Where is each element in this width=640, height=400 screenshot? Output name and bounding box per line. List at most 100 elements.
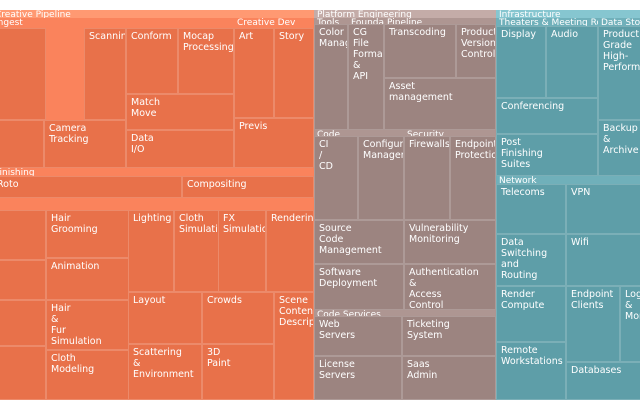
tile-license-servers[interactable]: License Servers — [314, 356, 402, 400]
tile-cloth-modeling[interactable]: Cloth Modeling — [46, 350, 130, 400]
tile-label: Data Switching and Routing — [501, 237, 548, 281]
tile-product-grade-high-performance[interactable]: Product Grade High-Performance — [598, 26, 640, 120]
tile-label: Story — [279, 31, 305, 42]
tile-label: Product Grade High-Performance — [603, 29, 640, 73]
tile-previs[interactable]: Previs — [234, 118, 314, 168]
tile-label: Authentication & Access Control — [409, 267, 479, 310]
tile-label: CG File Format & API — [353, 27, 384, 82]
tile-scattering-environment[interactable]: Scattering & Environment — [128, 344, 202, 400]
tile-label: Logging & Monitoring — [625, 289, 640, 322]
tile-clipped[interactable] — [0, 120, 44, 168]
tile-color-management[interactable]: Color Management — [314, 24, 348, 130]
tile-camera-tracking[interactable]: Camera Tracking — [44, 120, 126, 168]
tile-3d-paint[interactable]: 3D Paint — [202, 344, 274, 400]
tile-hair-fur-simulation[interactable]: Hair & Fur Simulation — [46, 300, 130, 350]
tile-roto[interactable]: Roto — [0, 176, 182, 198]
tile-label: Databases — [571, 365, 622, 376]
tile-conform[interactable]: Conform — [126, 28, 178, 94]
tile-remote-workstations[interactable]: Remote Workstations — [496, 342, 566, 400]
tile-cg-file-format-api[interactable]: CG File Format & API — [348, 24, 384, 130]
tile-match-move[interactable]: Match Move — [126, 94, 234, 130]
group-label: Creative Dev — [237, 18, 296, 28]
tile-label: Art — [239, 31, 254, 42]
tile-label: Data I/O — [131, 133, 154, 155]
tile-label: Endpoint Clients — [571, 289, 614, 311]
tile-label: Color Management — [319, 27, 348, 49]
tile-label: Camera Tracking — [49, 123, 89, 145]
tile-mocap-processing[interactable]: Mocap Processing — [178, 28, 234, 94]
tile-label: Cloth Modeling — [51, 353, 95, 375]
tile-label: VPN — [571, 187, 591, 198]
tile-telecoms[interactable]: Telecoms — [496, 184, 566, 234]
tile-label: Previs — [239, 121, 268, 132]
tile-authentication-access-control[interactable]: Authentication & Access Control — [404, 264, 496, 310]
tile-backup-archive[interactable]: Backup & Archive — [598, 120, 640, 176]
tile-label: Ticketing System — [407, 319, 450, 341]
tile-audio[interactable]: Audio — [546, 26, 598, 98]
tile-render-compute[interactable]: Render Compute — [496, 286, 566, 342]
tile-data-i-o[interactable]: Data I/O — [126, 130, 234, 168]
tile-label: Conferencing — [501, 101, 565, 112]
tile-configuration-management[interactable]: Configuration Management — [358, 136, 404, 220]
tile-label: Remote Workstations — [501, 345, 563, 367]
tile-label: Cloth Simulation — [179, 213, 219, 235]
tile-data-switching-and-routing[interactable]: Data Switching and Routing — [496, 234, 566, 286]
tile-label: Post Finishing Suites — [501, 137, 543, 170]
tile-asset-management[interactable]: Asset management — [384, 78, 496, 130]
chart-title: VFX Studio — [4, 0, 54, 9]
tile-label: Product Version Control — [461, 27, 496, 60]
tile-scanning[interactable]: Scanning — [84, 28, 126, 120]
tile-clipped[interactable] — [0, 260, 46, 300]
tile-endpoint-clients[interactable]: Endpoint Clients — [566, 286, 620, 362]
tile-label: Render Compute — [501, 289, 545, 311]
tile-art[interactable]: Art — [234, 28, 274, 118]
tile-software-deployment[interactable]: Software Deployment — [314, 264, 404, 310]
tile-endpoint-protection[interactable]: Endpoint Protection — [450, 136, 496, 220]
tile-layout[interactable]: Layout — [128, 292, 202, 344]
tile-clipped[interactable] — [0, 300, 46, 346]
tile-label: License Servers — [319, 359, 356, 381]
tile-conferencing[interactable]: Conferencing — [496, 98, 598, 134]
tile-transcoding[interactable]: Transcoding — [384, 24, 456, 78]
tile-compositing[interactable]: Compositing — [182, 176, 314, 198]
group-label: Ingest — [0, 18, 23, 28]
tile-label: Asset management — [389, 81, 453, 103]
tile-hair-grooming[interactable]: Hair Grooming — [46, 210, 130, 258]
tile-ci-cd[interactable]: CI / CD — [314, 136, 358, 220]
tile-databases[interactable]: Databases — [566, 362, 640, 400]
tile-lighting[interactable]: Lighting — [128, 210, 174, 292]
tile-label: Software Deployment — [319, 267, 378, 289]
tile-story[interactable]: Story — [274, 28, 314, 118]
tile-web-servers[interactable]: Web Servers — [314, 316, 402, 356]
tile-clipped[interactable] — [0, 28, 46, 120]
tile-rendering[interactable]: Rendering — [266, 210, 314, 292]
tile-saas-admin[interactable]: Saas Admin — [402, 356, 496, 400]
tile-clipped[interactable] — [0, 210, 46, 260]
tile-label: Backup & Archive — [603, 123, 639, 156]
tile-label: Endpoint Protection — [455, 139, 496, 161]
tile-ticketing-system[interactable]: Ticketing System — [402, 316, 496, 356]
tile-label: Display — [501, 29, 537, 40]
tile-post-finishing-suites[interactable]: Post Finishing Suites — [496, 134, 598, 176]
tile-source-code-management[interactable]: Source Code Management — [314, 220, 404, 264]
tile-fx-simulation[interactable]: FX Simulation — [218, 210, 266, 292]
tile-scene-content-description[interactable]: Scene Content Description — [274, 292, 314, 400]
tile-label: Scene Content Description — [279, 295, 314, 328]
tile-label: 3D Paint — [207, 347, 231, 369]
tile-label: Animation — [51, 261, 100, 272]
tile-firewalls[interactable]: Firewalls — [404, 136, 450, 220]
tile-label: Mocap Processing — [183, 31, 234, 53]
tile-label: Hair Grooming — [51, 213, 98, 235]
tile-vulnerability-monitoring[interactable]: Vulnerability Monitoring — [404, 220, 496, 264]
tile-label: FX Simulation — [223, 213, 265, 235]
tile-animation[interactable]: Animation — [46, 258, 130, 300]
tile-crowds[interactable]: Crowds — [202, 292, 274, 344]
tile-label: Wifi — [571, 237, 589, 248]
tile-wifi[interactable]: Wifi — [566, 234, 640, 286]
tile-product-version-control[interactable]: Product Version Control — [456, 24, 496, 78]
tile-clipped[interactable] — [0, 346, 46, 400]
tile-vpn[interactable]: VPN — [566, 184, 640, 234]
tile-display[interactable]: Display — [496, 26, 546, 98]
tile-logging-monitoring[interactable]: Logging & Monitoring — [620, 286, 640, 362]
tile-cloth-simulation[interactable]: Cloth Simulation — [174, 210, 220, 292]
